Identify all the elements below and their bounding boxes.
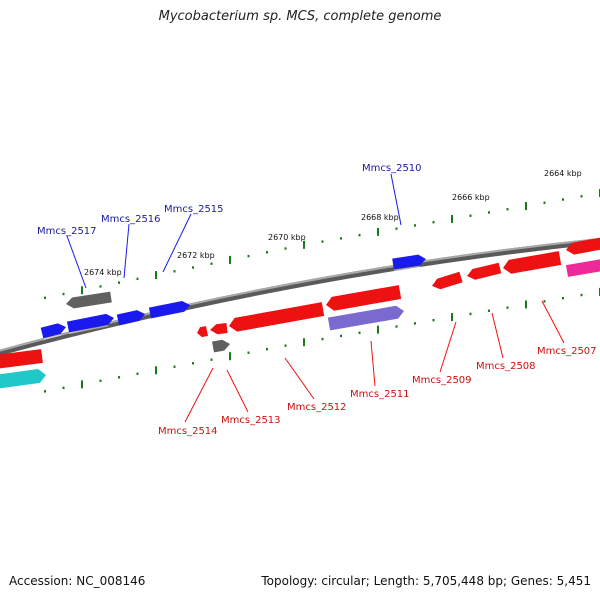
pseudo-gene <box>212 339 230 353</box>
gene-edge-left <box>0 349 43 369</box>
leader-line <box>226 369 249 413</box>
gene-label: Mmcs_2510 <box>362 163 422 174</box>
gene-highlight <box>196 333 203 339</box>
gene-label: Mmcs_2507 <box>537 346 597 357</box>
gene-label: Mmcs_2517 <box>37 226 97 237</box>
gene-highlight <box>68 324 109 335</box>
gene-mmcs-2515-a <box>116 310 145 326</box>
gene-mmcs-2515 <box>148 301 190 319</box>
gene-mmcs-2514 <box>197 326 208 338</box>
leader-line <box>184 367 214 423</box>
tick-row-lower <box>44 287 600 393</box>
gene-label: Mmcs_2511 <box>350 389 410 400</box>
gene-highlight <box>565 250 575 257</box>
scale-label: 2668 kbp <box>361 213 399 222</box>
leader-line <box>162 213 192 273</box>
gene-highlight <box>502 268 512 276</box>
gene-mmcs-2511 <box>326 285 402 311</box>
gene-highlight <box>209 330 218 336</box>
gene-highlight <box>213 350 225 355</box>
gene-mmcs-2517 <box>40 323 66 339</box>
feature-magenta <box>566 259 600 277</box>
gene-mmcs-2508 <box>467 262 502 280</box>
gene-label: Mmcs_2509 <box>412 375 472 386</box>
leader-line <box>541 300 565 344</box>
genome-backbone-highlight <box>0 238 600 352</box>
gene-mmcs-2507 <box>503 251 562 274</box>
gene-mmcs-2512 <box>229 302 325 332</box>
leader-line <box>66 235 87 289</box>
gene-edge-right <box>566 237 600 255</box>
gene-label: Mmcs_2514 <box>158 426 218 437</box>
leader-line <box>370 340 376 387</box>
gene-highlight <box>228 326 238 334</box>
genome-backbone <box>0 237 600 356</box>
scale-label: 2672 kbp <box>177 251 215 260</box>
gene-highlight <box>65 304 75 311</box>
scale-label: 2670 kbp <box>268 233 306 242</box>
tick-row-upper <box>44 189 600 300</box>
scale-label: 2666 kbp <box>452 193 490 202</box>
gene-mmcs-2513 <box>210 323 228 335</box>
gene-label: Mmcs_2513 <box>221 415 281 426</box>
scale-label: 2674 kbp <box>84 268 122 277</box>
gene-highlight <box>43 334 61 341</box>
gene-mmcs-2509 <box>432 271 463 290</box>
gene-highlight <box>466 276 476 282</box>
gene-label: Mmcs_2512 <box>287 402 347 413</box>
map-title: Mycobacterium sp. MCS, complete genome <box>158 9 442 24</box>
leader-line <box>390 173 402 226</box>
leader-line <box>284 357 315 400</box>
accession-text: Accession: NC_008146 <box>9 574 146 588</box>
gene-highlight <box>0 383 41 391</box>
pseudo-gene <box>66 291 112 309</box>
leader-line <box>439 321 457 373</box>
rna-feature <box>327 305 404 331</box>
leader-line <box>491 312 504 359</box>
gene-mmcs-2510 <box>392 254 426 270</box>
scale-label: 2664 kbp <box>544 169 582 178</box>
gene-label: Mmcs_2515 <box>164 204 224 215</box>
genome-info-text: Topology: circular; Length: 5,705,448 bp… <box>261 574 591 588</box>
gene-label: Mmcs_2508 <box>476 361 536 372</box>
gene-highlight <box>431 286 441 291</box>
gene-highlight <box>325 305 335 313</box>
gene-highlight <box>150 312 185 321</box>
gene-highlight <box>567 271 600 279</box>
feature-cyan <box>0 369 46 389</box>
gene-label: Mmcs_2516 <box>101 214 161 225</box>
leader-line <box>123 223 130 279</box>
gene-highlight <box>119 321 140 328</box>
gene-mmcs-2516 <box>66 313 114 333</box>
gene-highlight <box>329 318 399 333</box>
gene-highlight <box>393 265 421 272</box>
